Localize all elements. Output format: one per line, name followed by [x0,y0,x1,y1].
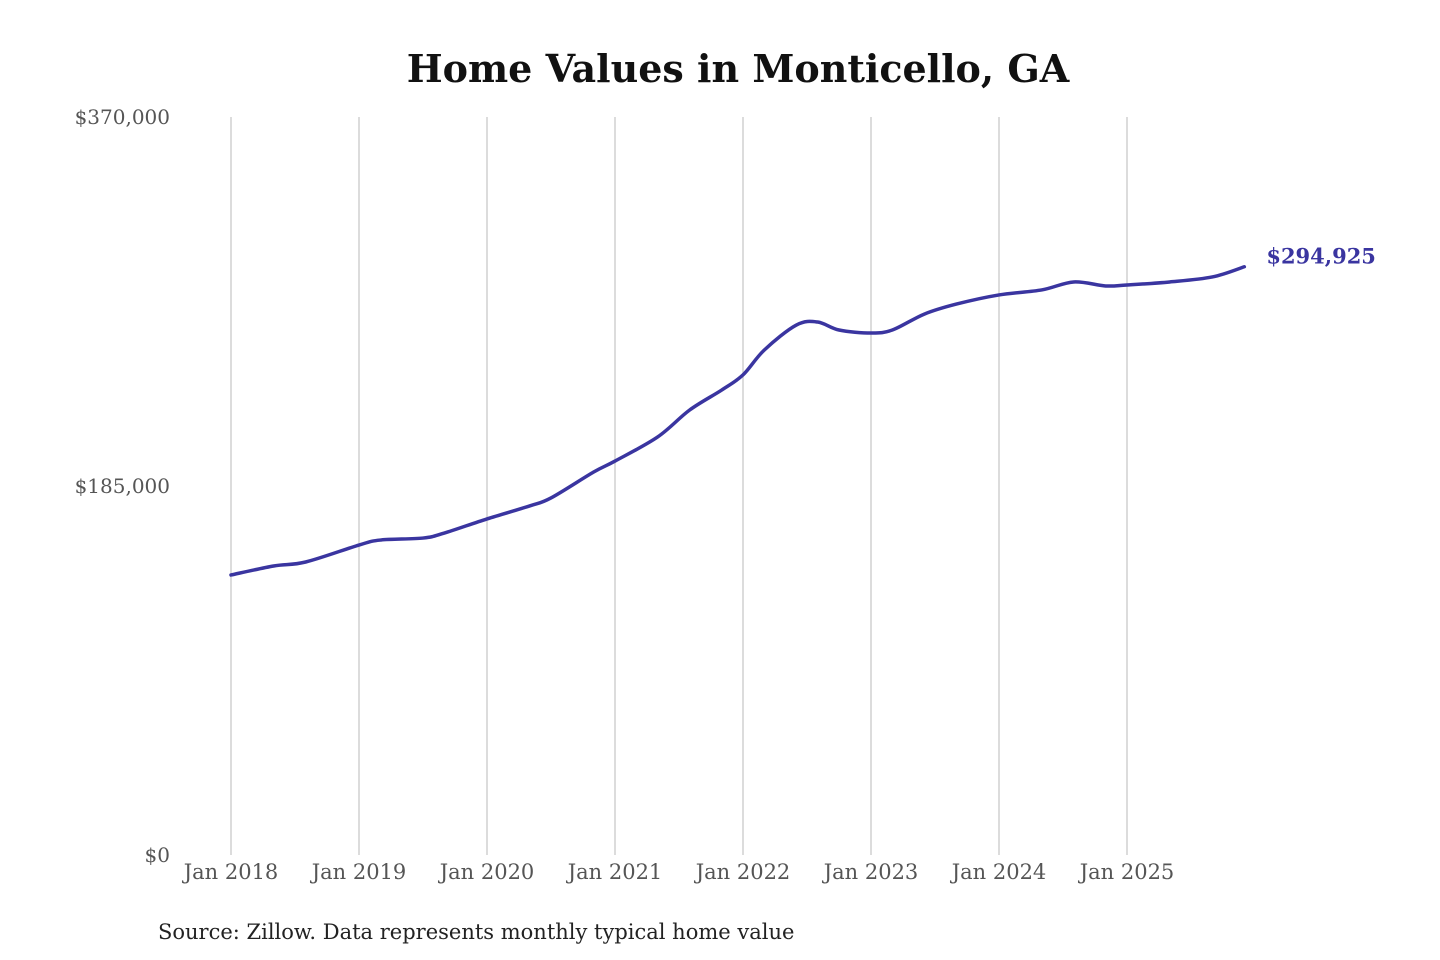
chart-title: Home Values in Monticello, GA [407,46,1070,91]
x-tick-label: Jan 2021 [566,860,663,884]
y-tick-label: $370,000 [75,105,170,129]
series-line [229,264,1247,577]
y-tick-label: $185,000 [75,474,170,498]
x-tick-label: Jan 2025 [1078,860,1175,884]
x-tick-label: Jan 2024 [950,860,1047,884]
source-note: Source: Zillow. Data represents monthly … [158,920,794,944]
end-value-label: $294,925 [1266,244,1376,269]
x-tick-label: Jan 2018 [182,860,279,884]
x-tick-label: Jan 2019 [310,860,407,884]
x-tick-label: Jan 2020 [438,860,535,884]
y-tick-label: $0 [145,843,170,867]
x-tick-label: Jan 2022 [694,860,791,884]
gridlines [230,117,1128,855]
data-points [229,265,1246,577]
x-axis: Jan 2018 Jan 2019 Jan 2020 Jan 2021 Jan 2022… [182,860,1175,884]
y-axis: $0 $185,000 $370,000 [75,105,170,867]
x-tick-label: Jan 2023 [822,860,919,884]
